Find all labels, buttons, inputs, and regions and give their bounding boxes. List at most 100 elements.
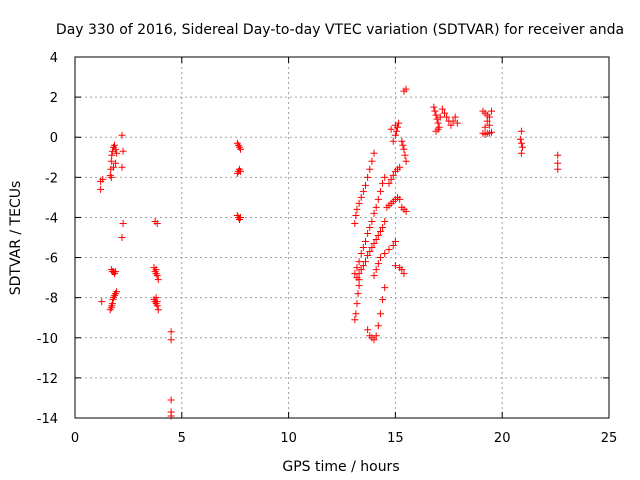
tick-labels: 0 5 10 15 20 25 -14 -12 -10 -8 -6 -4 -2 0 2 4	[37, 51, 618, 446]
data-point	[392, 127, 400, 135]
data-point	[237, 213, 245, 221]
data-point	[554, 151, 562, 159]
data-point	[118, 131, 126, 139]
data-point	[385, 246, 393, 254]
data-point	[434, 125, 442, 133]
data-point	[368, 217, 376, 225]
data-point	[374, 231, 382, 239]
x-tick-label: 15	[387, 431, 404, 446]
data-point	[376, 227, 384, 235]
data-point	[402, 85, 410, 93]
data-point	[374, 260, 382, 268]
data-point	[381, 250, 389, 258]
data-point	[372, 332, 380, 340]
data-point	[385, 179, 393, 187]
data-point	[443, 113, 451, 121]
data-point	[119, 219, 127, 227]
data-point	[374, 195, 382, 203]
data-point	[167, 336, 175, 344]
data-point	[352, 211, 360, 219]
data-point	[376, 187, 384, 195]
data-point	[372, 266, 380, 274]
data-point	[436, 113, 444, 121]
data-point	[152, 294, 160, 302]
y-tick-label: 4	[50, 51, 58, 66]
data-point	[402, 157, 410, 165]
data-point	[109, 163, 117, 171]
data-point	[434, 119, 442, 127]
data-point	[99, 175, 107, 183]
data-point	[400, 145, 408, 153]
grid	[75, 57, 609, 418]
data-point	[374, 322, 382, 330]
data-point	[353, 264, 361, 272]
data-point	[154, 306, 162, 314]
data-point	[441, 109, 449, 117]
data-point	[438, 105, 446, 113]
data-point	[351, 316, 359, 324]
y-tick-label: -12	[37, 372, 58, 387]
x-tick-label: 10	[280, 431, 297, 446]
y-tick-label: -4	[45, 211, 58, 226]
data-point	[447, 121, 455, 129]
data-points	[97, 85, 562, 420]
data-point	[391, 121, 399, 129]
data-point	[389, 171, 397, 179]
data-point	[167, 328, 175, 336]
data-point	[361, 181, 369, 189]
data-point	[379, 296, 387, 304]
data-point	[352, 310, 360, 318]
data-point	[364, 326, 372, 334]
data-point	[401, 151, 409, 159]
data-point	[97, 185, 105, 193]
data-point	[119, 147, 127, 155]
y-tick-label: -8	[45, 292, 58, 307]
data-point	[431, 107, 439, 115]
data-point	[355, 282, 363, 290]
data-point	[370, 209, 378, 217]
data-point	[366, 248, 374, 256]
y-axis-label: SDTVAR / TECUs	[8, 181, 24, 296]
data-point	[364, 173, 372, 181]
data-point	[485, 113, 493, 121]
data-point	[391, 131, 399, 139]
data-point	[396, 163, 404, 171]
data-point	[554, 165, 562, 173]
data-point	[372, 203, 380, 211]
data-point	[396, 195, 404, 203]
data-point	[483, 117, 491, 125]
data-point	[353, 205, 361, 213]
x-axis-label: GPS time / hours	[282, 459, 399, 475]
data-point	[368, 244, 376, 252]
data-point	[398, 137, 406, 145]
data-point	[432, 111, 440, 119]
data-point	[153, 272, 161, 280]
data-point	[430, 103, 438, 111]
data-point	[368, 157, 376, 165]
data-point	[398, 266, 406, 274]
data-point	[357, 250, 365, 258]
data-point	[351, 219, 359, 227]
data-point	[379, 223, 387, 231]
data-point	[353, 300, 361, 308]
data-point	[488, 128, 496, 136]
data-point	[112, 159, 120, 167]
data-point	[359, 187, 367, 195]
data-point	[518, 143, 526, 151]
data-point	[354, 290, 362, 298]
data-point	[237, 167, 245, 175]
data-point	[485, 121, 493, 129]
data-point	[153, 298, 161, 306]
data-point	[366, 223, 374, 231]
data-point	[355, 276, 363, 284]
data-point	[366, 165, 374, 173]
data-point	[108, 300, 116, 308]
data-point	[449, 117, 457, 125]
data-point	[370, 272, 378, 280]
x-tick-label: 20	[494, 431, 511, 446]
data-point	[370, 149, 378, 157]
plot-frame	[74, 56, 610, 419]
data-point	[376, 310, 384, 318]
data-point	[152, 266, 160, 274]
